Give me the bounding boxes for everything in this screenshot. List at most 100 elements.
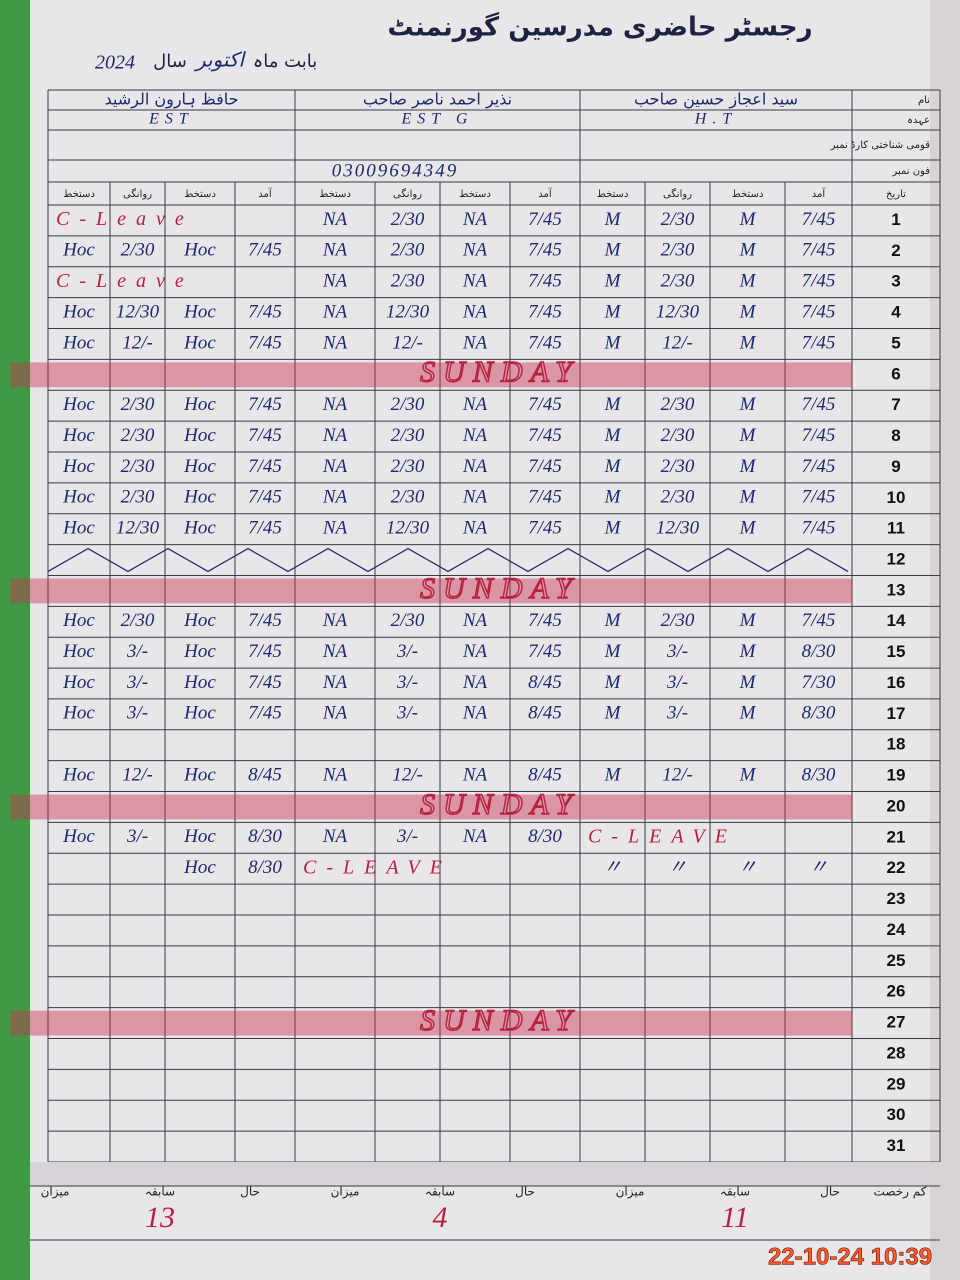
entry: 2/30 xyxy=(121,456,155,477)
day-number: 17 xyxy=(887,704,906,723)
entry: 2/30 xyxy=(391,240,425,261)
entry: Hoc xyxy=(183,703,216,724)
day-number: 1 xyxy=(891,210,900,229)
day-number: 18 xyxy=(887,735,906,754)
month-label: بابت ماہ xyxy=(253,51,318,72)
entry: 7/45 xyxy=(802,610,836,631)
entry: 8/45 xyxy=(528,764,562,785)
entry: 8/45 xyxy=(528,703,562,724)
day-number: 29 xyxy=(887,1074,906,1093)
entry: Hoc xyxy=(183,672,216,693)
entry: NA xyxy=(462,301,488,322)
footer-label: سابقہ xyxy=(145,1185,175,1199)
entry: 2/30 xyxy=(391,456,425,477)
entry: M xyxy=(739,518,757,539)
entry: 7/45 xyxy=(248,456,282,477)
entry: 12/- xyxy=(662,764,693,785)
footer-label: میزان xyxy=(616,1185,645,1200)
day-number: 4 xyxy=(891,303,901,322)
entry: 7/45 xyxy=(528,301,562,322)
entry: M xyxy=(739,610,757,631)
entry: M xyxy=(739,240,757,261)
paper xyxy=(30,0,960,1280)
column-header: روانگی xyxy=(663,188,692,200)
field-label: نام xyxy=(918,95,930,106)
entry: Hoc xyxy=(62,672,95,693)
entry: 7/45 xyxy=(528,487,562,508)
entry: 7/45 xyxy=(528,425,562,446)
entry: 7/45 xyxy=(802,487,836,508)
entry: 12/30 xyxy=(116,301,160,322)
field-label: عہدہ xyxy=(907,115,930,126)
entry: 7/30 xyxy=(802,672,836,693)
entry: NA xyxy=(322,394,348,415)
entry: NA xyxy=(322,209,348,230)
entry: NA xyxy=(462,703,488,724)
entry: 8/30 xyxy=(802,641,836,662)
month: اکتوبر xyxy=(193,50,246,72)
entry: 12/- xyxy=(392,332,423,353)
entry: Hoc xyxy=(62,394,95,415)
entry: Hoc xyxy=(183,857,216,878)
entry: 2/30 xyxy=(661,425,695,446)
entry: Hoc xyxy=(62,301,95,322)
teacher-name: حافظ ہارون الرشید xyxy=(104,90,238,110)
entry: NA xyxy=(322,240,348,261)
entry: M xyxy=(739,456,757,477)
entry: 7/45 xyxy=(802,332,836,353)
sunday-note: SUNDAY xyxy=(420,788,580,821)
entry: Hoc xyxy=(183,487,216,508)
day-number: 7 xyxy=(891,395,900,414)
entry: 2/30 xyxy=(661,610,695,631)
entry: 12/- xyxy=(662,332,693,353)
entry: 〃 xyxy=(809,857,828,878)
column-header: روانگی xyxy=(123,188,152,200)
register-title: رجسٹر حاضری مدرسین گورنمنٹ xyxy=(387,12,812,43)
entry: M xyxy=(604,394,622,415)
entry: 7/45 xyxy=(248,425,282,446)
entry: M xyxy=(604,271,622,292)
field-label: فون نمبر xyxy=(891,166,930,177)
entry: 2/30 xyxy=(391,271,425,292)
entry: M xyxy=(604,672,622,693)
sunday-band xyxy=(10,794,852,820)
entry: NA xyxy=(462,764,488,785)
entry: NA xyxy=(462,271,488,292)
column-header: دستخط xyxy=(184,189,216,200)
entry: 2/30 xyxy=(121,394,155,415)
entry: NA xyxy=(462,209,488,230)
entry: 12/30 xyxy=(386,301,430,322)
teacher-designation: EST G xyxy=(401,111,474,128)
day-number: 23 xyxy=(887,889,906,908)
entry: M xyxy=(739,271,757,292)
entry: NA xyxy=(322,271,348,292)
column-header: آمد xyxy=(258,187,273,200)
entry: 8/30 xyxy=(802,703,836,724)
sunday-note: SUNDAY xyxy=(420,356,580,389)
day-number: 8 xyxy=(891,426,900,445)
teacher-phone: 03009694349 xyxy=(332,160,459,181)
entry: 2/30 xyxy=(661,209,695,230)
page-edge xyxy=(930,0,960,1280)
column-header: دستخط xyxy=(459,189,491,200)
entry: 7/45 xyxy=(248,332,282,353)
sunday-note: SUNDAY xyxy=(420,572,580,605)
entry: 7/45 xyxy=(248,518,282,539)
entry: C-Leave xyxy=(56,270,194,292)
entry: 12/- xyxy=(122,332,153,353)
entry: 7/45 xyxy=(802,425,836,446)
day-number: 5 xyxy=(891,333,900,352)
entry: 2/30 xyxy=(121,487,155,508)
day-number: 16 xyxy=(887,673,906,692)
entry: C-LEAVE xyxy=(588,825,737,847)
entry: 3/- xyxy=(666,703,688,724)
entry: 3/- xyxy=(126,703,148,724)
entry: 12/30 xyxy=(386,518,430,539)
day-number: 24 xyxy=(887,920,906,939)
entry: 12/- xyxy=(392,764,423,785)
entry: Hoc xyxy=(183,826,216,847)
entry: 7/45 xyxy=(802,240,836,261)
day-number: 12 xyxy=(887,550,906,569)
